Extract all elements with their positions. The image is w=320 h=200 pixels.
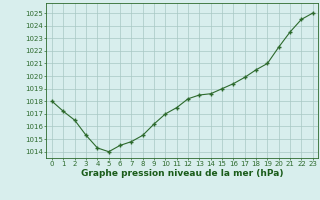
X-axis label: Graphe pression niveau de la mer (hPa): Graphe pression niveau de la mer (hPa) xyxy=(81,169,284,178)
